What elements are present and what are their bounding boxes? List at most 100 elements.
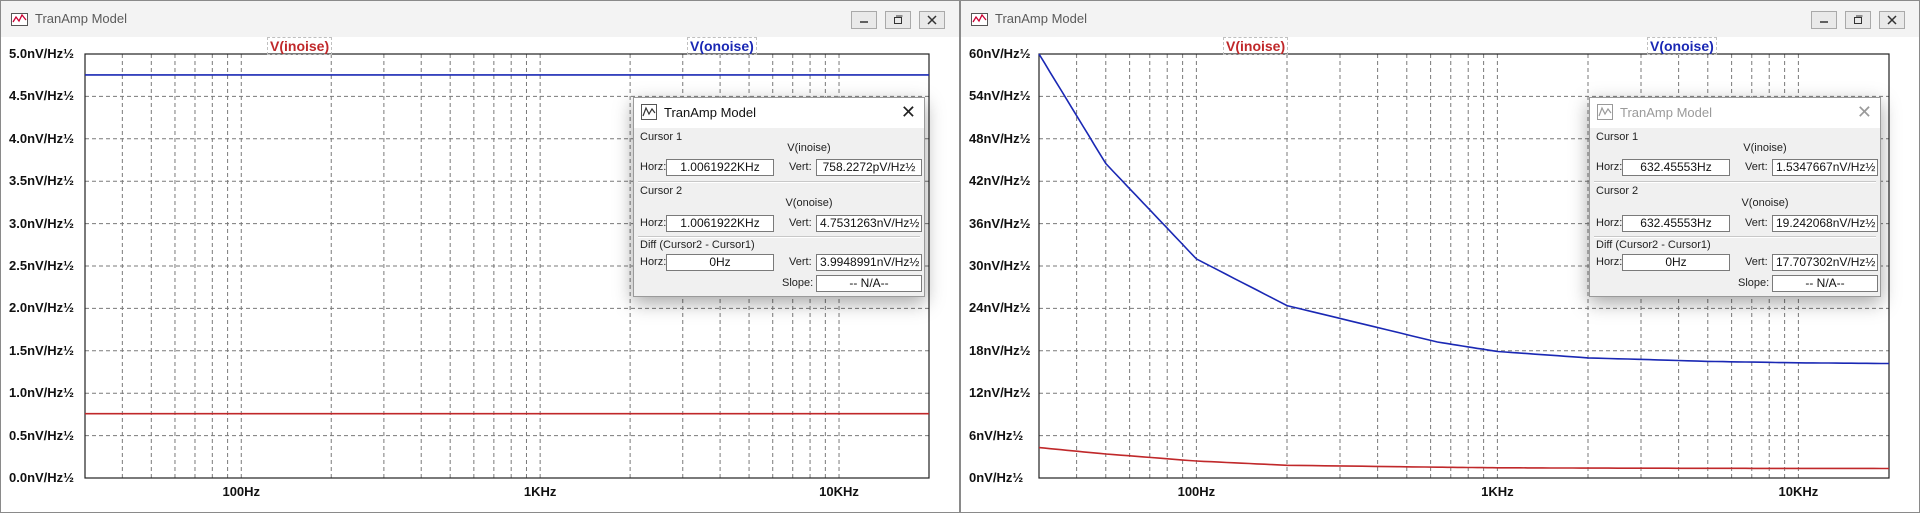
horz-label: Horz: bbox=[640, 256, 667, 268]
minimize-button[interactable] bbox=[851, 11, 877, 29]
cursor1-label: Cursor 1 bbox=[1596, 131, 1639, 143]
x-tick-label: 1KHz bbox=[523, 484, 557, 499]
diff-label: Diff (Cursor2 - Cursor1) bbox=[640, 239, 755, 251]
maximize-button[interactable] bbox=[885, 11, 911, 29]
cursor2-trace: V(onoise) bbox=[785, 197, 833, 209]
trace-label-onoise[interactable]: V(onoise) bbox=[687, 37, 757, 55]
cursor2-horz-field[interactable]: 632.45553Hz bbox=[1622, 215, 1730, 232]
restore-icon bbox=[894, 15, 903, 24]
slope-field[interactable]: -- N/A-- bbox=[1772, 275, 1878, 292]
trace-label-onoise[interactable]: V(onoise) bbox=[1647, 37, 1717, 55]
slope-label: Slope: bbox=[782, 277, 814, 289]
diff-horz-field[interactable]: 0Hz bbox=[1622, 254, 1730, 271]
y-tick-label: 12nV/Hz½ bbox=[969, 385, 1031, 401]
minimize-button[interactable] bbox=[1811, 11, 1837, 29]
y-tick-label: 4.0nV/Hz½ bbox=[9, 130, 75, 146]
window-title: TranAmp Model bbox=[995, 11, 1087, 26]
close-icon bbox=[1887, 15, 1897, 25]
x-tick-label: 10KHz bbox=[819, 484, 859, 499]
dialog-close-icon[interactable]: ✕ bbox=[900, 102, 916, 122]
cursor1-horz-field[interactable]: 1.0061922KHz bbox=[666, 159, 774, 176]
horz-label: Horz: bbox=[640, 217, 667, 229]
dialog-title: TranAmp Model bbox=[664, 105, 756, 120]
cursor-readout-dialog[interactable]: TranAmp Model ✕ Cursor 1 V(inoise) Horz:… bbox=[1589, 97, 1881, 297]
cursor2-horz-field[interactable]: 1.0061922KHz bbox=[666, 215, 774, 232]
cursor2-vert-field[interactable]: 19.242068nV/Hz½ bbox=[1772, 215, 1878, 232]
diff-label: Diff (Cursor2 - Cursor1) bbox=[1596, 239, 1711, 251]
cursor-readout-dialog[interactable]: TranAmp Model ✕ Cursor 1 V(inoise) Horz:… bbox=[633, 97, 925, 297]
separator bbox=[638, 181, 920, 183]
waveform-app-icon bbox=[971, 13, 988, 26]
vert-label: Vert: bbox=[1745, 161, 1768, 173]
horz-label: Horz: bbox=[1596, 161, 1623, 173]
y-tick-label: 1.5nV/Hz½ bbox=[9, 342, 75, 358]
cursor1-label: Cursor 1 bbox=[640, 131, 683, 143]
slope-field[interactable]: -- N/A-- bbox=[816, 275, 922, 292]
minimize-icon bbox=[860, 21, 868, 23]
left-title-bar[interactable]: TranAmp Model bbox=[1, 1, 959, 38]
dialog-title: TranAmp Model bbox=[1620, 105, 1712, 120]
separator bbox=[1594, 181, 1876, 183]
y-tick-label: 3.5nV/Hz½ bbox=[9, 173, 75, 189]
y-tick-label: 1.0nV/Hz½ bbox=[9, 385, 75, 401]
trace-label-inoise[interactable]: V(inoise) bbox=[267, 37, 333, 55]
diff-vert-field[interactable]: 3.9948991nV/Hz½ bbox=[816, 254, 922, 271]
cursor2-trace: V(onoise) bbox=[1741, 197, 1789, 209]
restore-icon bbox=[1854, 15, 1863, 24]
separator bbox=[1594, 236, 1876, 238]
vert-label: Vert: bbox=[1745, 217, 1768, 229]
y-tick-label: 48nV/Hz½ bbox=[969, 130, 1031, 146]
right-title-bar[interactable]: TranAmp Model bbox=[961, 1, 1919, 38]
y-tick-label: 36nV/Hz½ bbox=[969, 215, 1031, 231]
dialog-title-bar[interactable]: TranAmp Model ✕ bbox=[1590, 98, 1880, 128]
diff-horz-field[interactable]: 0Hz bbox=[666, 254, 774, 271]
maximize-button[interactable] bbox=[1845, 11, 1871, 29]
close-button[interactable] bbox=[1879, 11, 1905, 29]
waveform-app-icon bbox=[11, 13, 28, 26]
y-tick-label: 2.0nV/Hz½ bbox=[9, 300, 75, 316]
cursor-app-icon bbox=[1597, 104, 1613, 120]
plot-canvas[interactable] bbox=[1, 37, 959, 513]
cursor2-label: Cursor 2 bbox=[640, 185, 683, 197]
plot-frame bbox=[1038, 53, 1890, 479]
minimize-icon bbox=[1820, 21, 1828, 23]
trace-label-inoise[interactable]: V(inoise) bbox=[1223, 37, 1289, 55]
close-icon bbox=[927, 15, 937, 25]
y-tick-label: 0.0nV/Hz½ bbox=[9, 470, 75, 485]
diff-vert-field[interactable]: 17.707302nV/Hz½ bbox=[1772, 254, 1878, 271]
cursor2-vert-field[interactable]: 4.7531263nV/Hz½ bbox=[816, 215, 922, 232]
vert-label: Vert: bbox=[789, 217, 812, 229]
y-tick-label: 30nV/Hz½ bbox=[969, 258, 1031, 273]
separator bbox=[638, 236, 920, 238]
vert-label: Vert: bbox=[1745, 256, 1768, 268]
y-tick-label: 60nV/Hz½ bbox=[969, 46, 1031, 61]
cursor1-trace: V(inoise) bbox=[787, 142, 831, 154]
y-tick-label: 0nV/Hz½ bbox=[969, 470, 1024, 485]
x-tick-label: 10KHz bbox=[1778, 484, 1819, 499]
plot-frame bbox=[84, 53, 930, 479]
cursor1-trace: V(inoise) bbox=[1743, 142, 1787, 154]
y-tick-label: 4.5nV/Hz½ bbox=[9, 88, 75, 104]
dialog-close-icon[interactable]: ✕ bbox=[1856, 102, 1872, 122]
cursor1-horz-field[interactable]: 632.45553Hz bbox=[1622, 159, 1730, 176]
vert-label: Vert: bbox=[789, 161, 812, 173]
x-tick-label: 100Hz bbox=[222, 484, 261, 499]
horz-label: Horz: bbox=[1596, 256, 1623, 268]
cursor1-vert-field[interactable]: 1.5347667nV/Hz½ bbox=[1772, 159, 1878, 176]
close-button[interactable] bbox=[919, 11, 945, 29]
dialog-title-bar[interactable]: TranAmp Model ✕ bbox=[634, 98, 924, 128]
cursor1-vert-field[interactable]: 758.2272pV/Hz½ bbox=[816, 159, 922, 176]
y-tick-label: 24nV/Hz½ bbox=[969, 300, 1031, 316]
y-tick-label: 5.0nV/Hz½ bbox=[9, 46, 75, 61]
left-plot-window: TranAmp Model V(inoise) V(onoise) 5.0nV/… bbox=[0, 0, 960, 513]
y-tick-label: 2.5nV/Hz½ bbox=[9, 258, 75, 273]
y-tick-label: 54nV/Hz½ bbox=[969, 88, 1031, 104]
y-tick-label: 42nV/Hz½ bbox=[969, 173, 1031, 189]
y-tick-label: 3.0nV/Hz½ bbox=[9, 215, 75, 231]
trace-vinoise bbox=[1038, 446, 1889, 470]
trace-vonoise bbox=[1038, 53, 1889, 365]
slope-label: Slope: bbox=[1738, 277, 1770, 289]
x-tick-label: 100Hz bbox=[1177, 484, 1216, 499]
window-title: TranAmp Model bbox=[35, 11, 127, 26]
cursor-app-icon bbox=[641, 104, 657, 120]
